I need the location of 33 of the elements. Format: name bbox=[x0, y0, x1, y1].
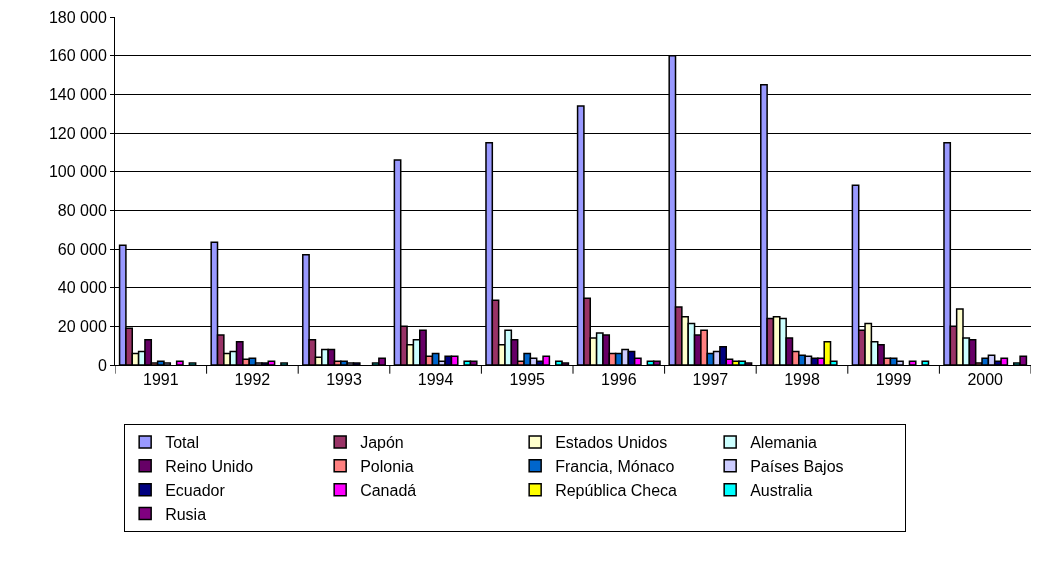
legend-label: Canadá bbox=[360, 481, 417, 499]
legend-label: Japón bbox=[360, 434, 404, 452]
y-tick-label: 180 000 bbox=[48, 8, 107, 26]
legend-label: Rusia bbox=[165, 505, 207, 523]
legend-label: Francia, Mónaco bbox=[555, 458, 675, 476]
x-tick-label: 1995 bbox=[509, 371, 546, 389]
legend-label: Estados Unidos bbox=[555, 434, 668, 452]
y-tick-label: 140 000 bbox=[48, 85, 107, 103]
legend-label: Polonia bbox=[360, 458, 414, 476]
y-tick-label: 20 000 bbox=[57, 317, 107, 335]
y-tick-label: 120 000 bbox=[48, 124, 107, 142]
legend-label: Países Bajos bbox=[750, 458, 844, 476]
x-tick-label: 1996 bbox=[601, 371, 637, 389]
y-tick-label: 60 000 bbox=[57, 240, 107, 258]
y-tick-label: 160 000 bbox=[48, 47, 107, 65]
legend-label: Ecuador bbox=[165, 481, 226, 499]
y-tick-label: 40 000 bbox=[57, 279, 107, 297]
x-tick-label: 1994 bbox=[417, 371, 454, 389]
legend-label: Alemania bbox=[750, 434, 817, 452]
legend-label: Australia bbox=[750, 481, 813, 499]
legend-label: República Checa bbox=[555, 481, 678, 499]
y-tick-label: 0 bbox=[97, 356, 107, 374]
legend-label: Reino Unido bbox=[165, 458, 254, 476]
x-tick-label: 1997 bbox=[692, 371, 729, 389]
x-tick-label: 1998 bbox=[784, 371, 820, 389]
x-tick-label: 1993 bbox=[326, 371, 362, 389]
y-tick-label: 80 000 bbox=[57, 201, 107, 219]
y-tick-label: 100 000 bbox=[48, 163, 107, 181]
legend-label: Total bbox=[165, 434, 199, 452]
x-tick-label: 1999 bbox=[875, 371, 912, 389]
x-tick-label: 1992 bbox=[234, 371, 271, 389]
x-tick-label: 1991 bbox=[143, 371, 179, 389]
x-tick-label: 2000 bbox=[967, 371, 1004, 389]
